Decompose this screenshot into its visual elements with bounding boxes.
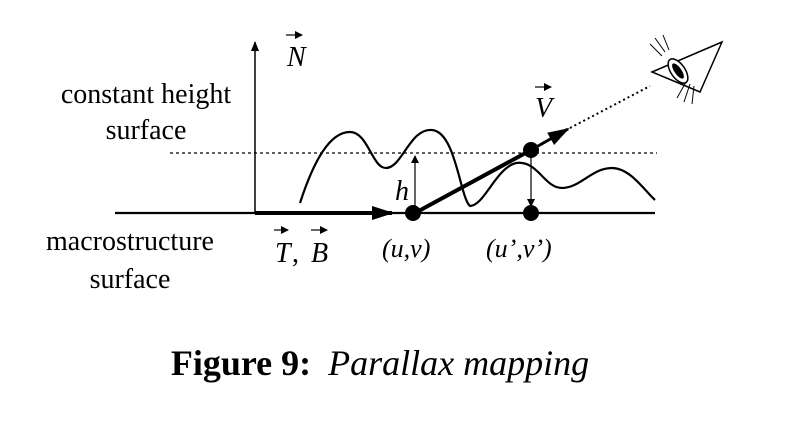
normal-vector-text: N [286, 42, 307, 73]
tangent-binormal-label: T , B [274, 226, 328, 269]
macrostructure-label-line2: surface [90, 264, 171, 295]
constant-height-label-line1: constant height [61, 79, 232, 110]
caption-title: Parallax mapping [327, 343, 589, 383]
point-uv-prime [523, 205, 539, 221]
height-field-curve [298, 128, 656, 208]
constant-height-label-line2: surface [106, 115, 187, 146]
height-label: h [395, 176, 409, 207]
macrostructure-label-line1: macrostructure [46, 226, 214, 257]
point-intersection [523, 142, 539, 158]
view-ray-dotted [569, 85, 651, 129]
point-uv-prime-label: (u’,v’) [486, 234, 552, 263]
point-uv [405, 205, 421, 221]
view-vector-label: V [535, 83, 555, 124]
tb-separator-text: , [292, 238, 299, 269]
binormal-vector-text: B [311, 238, 328, 269]
view-vector-text: V [535, 93, 555, 124]
figure-caption: Figure 9: Parallax mapping [171, 343, 589, 383]
view-ray-thick [414, 148, 532, 215]
caption-prefix: Figure 9: [171, 343, 311, 383]
point-uv-label: (u,v) [382, 234, 430, 263]
normal-vector-label: N [286, 31, 307, 73]
eye-icon [649, 34, 724, 105]
tangent-vector-text: T [275, 238, 293, 269]
